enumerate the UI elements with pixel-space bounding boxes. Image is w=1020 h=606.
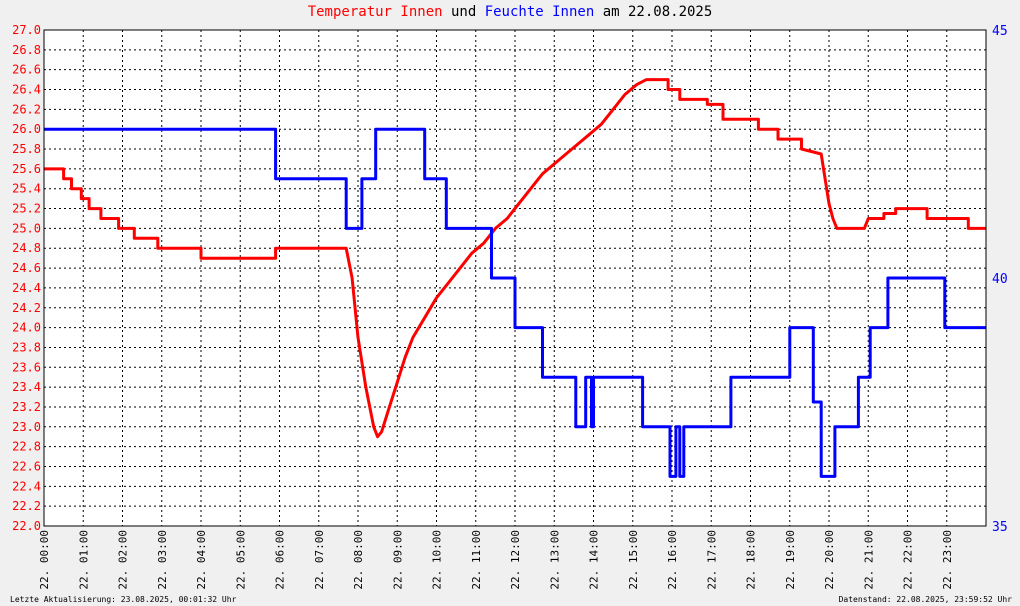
y-left-tick-label: 23.8 [12, 340, 41, 354]
y-left-tick-label: 25.2 [12, 202, 41, 216]
y-left-tick-label: 24.6 [12, 261, 41, 275]
footer-data-status: Datenstand: 22.08.2025, 23:59:52 Uhr [838, 595, 1012, 604]
x-tick-label: 22. 21:00 [862, 530, 875, 590]
x-tick-label: 22. 13:00 [548, 530, 561, 590]
x-tick-label: 22. 10:00 [431, 530, 444, 590]
y-left-tick-label: 26.0 [12, 122, 41, 136]
x-tick-label: 22. 18:00 [745, 530, 758, 590]
x-tick-label: 22. 20:00 [823, 530, 836, 590]
y-left-tick-label: 22.6 [12, 459, 41, 473]
y-left-tick-label: 26.2 [12, 102, 41, 116]
x-tick-label: 22. 22:00 [902, 530, 915, 590]
x-tick-label: 22. 11:00 [470, 530, 483, 590]
x-tick-label: 22. 00:00 [38, 530, 51, 590]
x-tick-label: 22. 12:00 [509, 530, 522, 590]
y-left-tick-label: 25.6 [12, 162, 41, 176]
y-left-tick-label: 25.4 [12, 182, 41, 196]
y-left-tick-label: 23.0 [12, 420, 41, 434]
x-tick-label: 22. 02:00 [117, 530, 130, 590]
plot-border [43, 29, 987, 527]
title-humidity: Feuchte Innen [484, 4, 595, 20]
x-tick-label: 22. 09:00 [391, 530, 404, 590]
y-left-tick-label: 23.6 [12, 360, 41, 374]
x-tick-label: 22. 07:00 [313, 530, 326, 590]
y-left-tick-label: 25.8 [12, 142, 41, 156]
x-tick-label: 22. 15:00 [627, 530, 640, 590]
y-left-tick-label: 23.4 [12, 380, 41, 394]
y-right-tick-label: 45 [992, 24, 1008, 39]
y-left-tick-label: 23.2 [12, 400, 41, 414]
x-tick-label: 22. 06:00 [274, 530, 287, 590]
y-left-tick-label: 24.2 [12, 301, 41, 315]
x-tick-label: 22. 08:00 [352, 530, 365, 590]
y-left-tick-label: 24.0 [12, 321, 41, 335]
title-und: und [442, 4, 485, 20]
x-tick-label: 22. 03:00 [156, 530, 169, 590]
x-tick-label: 22. 23:00 [941, 530, 954, 590]
x-tick-label: 22. 04:00 [195, 530, 208, 590]
y-left-tick-label: 24.8 [12, 241, 41, 255]
x-tick-label: 22. 01:00 [77, 530, 90, 590]
y-left-tick-label: 25.0 [12, 221, 41, 235]
y-left-tick-label: 22.4 [12, 479, 41, 493]
footer-last-update: Letzte Aktualisierung: 23.08.2025, 00:01… [10, 595, 237, 604]
y-left-tick-label: 22.2 [12, 499, 41, 513]
y-left-tick-label: 26.6 [12, 63, 41, 77]
x-tick-label: 22. 14:00 [588, 530, 601, 590]
x-tick-label: 22. 16:00 [666, 530, 679, 590]
x-tick-label: 22. 17:00 [705, 530, 718, 590]
chart-title: Temperatur Innen und Feuchte Innen am 22… [0, 4, 1020, 20]
y-left-tick-label: 22.0 [12, 519, 41, 533]
series-line-humidity [44, 127, 986, 478]
title-date: am 22.08.2025 [594, 4, 713, 20]
y-left-tick-label: 26.4 [12, 83, 41, 97]
title-temperature: Temperatur Innen [307, 4, 443, 20]
series-line-temperature [44, 78, 986, 439]
y-left-tick-label: 24.4 [12, 281, 41, 295]
y-right-tick-label: 35 [992, 520, 1008, 535]
x-tick-label: 22. 19:00 [784, 530, 797, 590]
y-left-tick-label: 26.8 [12, 43, 41, 57]
y-left-tick-label: 22.8 [12, 440, 41, 454]
y-right-tick-label: 40 [992, 272, 1008, 287]
x-tick-label: 22. 05:00 [234, 530, 247, 590]
y-left-tick-label: 27.0 [12, 23, 41, 37]
